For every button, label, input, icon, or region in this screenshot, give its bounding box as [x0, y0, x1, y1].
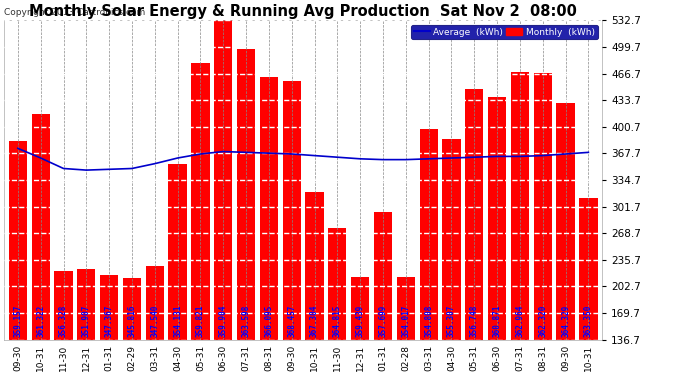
Text: 347.367: 347.367 [105, 305, 114, 337]
Text: 359.439: 359.439 [355, 305, 365, 337]
Text: 355.307: 355.307 [447, 305, 456, 337]
Bar [442, 140, 461, 340]
Legend: Average  (kWh), Monthly  (kWh): Average (kWh), Monthly (kWh) [411, 25, 598, 39]
Text: 356.328: 356.328 [59, 305, 68, 337]
Bar [191, 63, 210, 340]
Text: 360.871: 360.871 [493, 305, 502, 337]
Text: 354.808: 354.808 [424, 305, 433, 337]
Bar [306, 192, 324, 340]
Text: 363.350: 363.350 [584, 305, 593, 337]
Bar [237, 49, 255, 340]
Text: 362.320: 362.320 [538, 305, 547, 337]
Text: 347.540: 347.540 [150, 305, 159, 337]
Bar [465, 88, 484, 340]
Bar [259, 76, 278, 340]
Bar [146, 266, 164, 340]
Text: 351.907: 351.907 [82, 305, 91, 337]
Bar [580, 198, 598, 340]
Bar [100, 275, 118, 340]
Bar [374, 212, 392, 340]
Text: 359.821: 359.821 [196, 305, 205, 337]
Text: 368.457: 368.457 [287, 305, 296, 337]
Text: 361.322: 361.322 [36, 305, 45, 337]
Bar [556, 103, 575, 340]
Text: 345.816: 345.816 [128, 305, 137, 337]
Bar [511, 72, 529, 340]
Bar [533, 72, 552, 340]
Text: 364.329: 364.329 [561, 305, 570, 337]
Title: Monthly Solar Energy & Running Avg Production  Sat Nov 2  08:00: Monthly Solar Energy & Running Avg Produ… [29, 4, 577, 19]
Text: 362.964: 362.964 [515, 305, 524, 337]
Bar [283, 81, 301, 340]
Text: 356.748: 356.748 [470, 305, 479, 337]
Text: 363.598: 363.598 [241, 305, 250, 337]
Text: 359.904: 359.904 [219, 305, 228, 337]
Bar [214, 19, 233, 340]
Bar [9, 141, 27, 340]
Text: 364.815: 364.815 [333, 305, 342, 337]
Text: 354.131: 354.131 [173, 305, 182, 337]
Text: 354.017: 354.017 [402, 305, 411, 337]
Text: 366.095: 366.095 [264, 305, 273, 337]
Text: Copyright 2013 Cartronics.com: Copyright 2013 Cartronics.com [4, 8, 146, 17]
Bar [123, 278, 141, 340]
Bar [32, 114, 50, 340]
Text: 359.157: 359.157 [13, 305, 22, 337]
Text: 357.699: 357.699 [379, 305, 388, 337]
Bar [351, 277, 369, 340]
Bar [168, 165, 187, 340]
Bar [420, 129, 437, 340]
Text: 367.304: 367.304 [310, 305, 319, 337]
Bar [397, 277, 415, 340]
Bar [55, 271, 72, 340]
Bar [488, 97, 506, 340]
Bar [328, 228, 346, 340]
Bar [77, 269, 95, 340]
